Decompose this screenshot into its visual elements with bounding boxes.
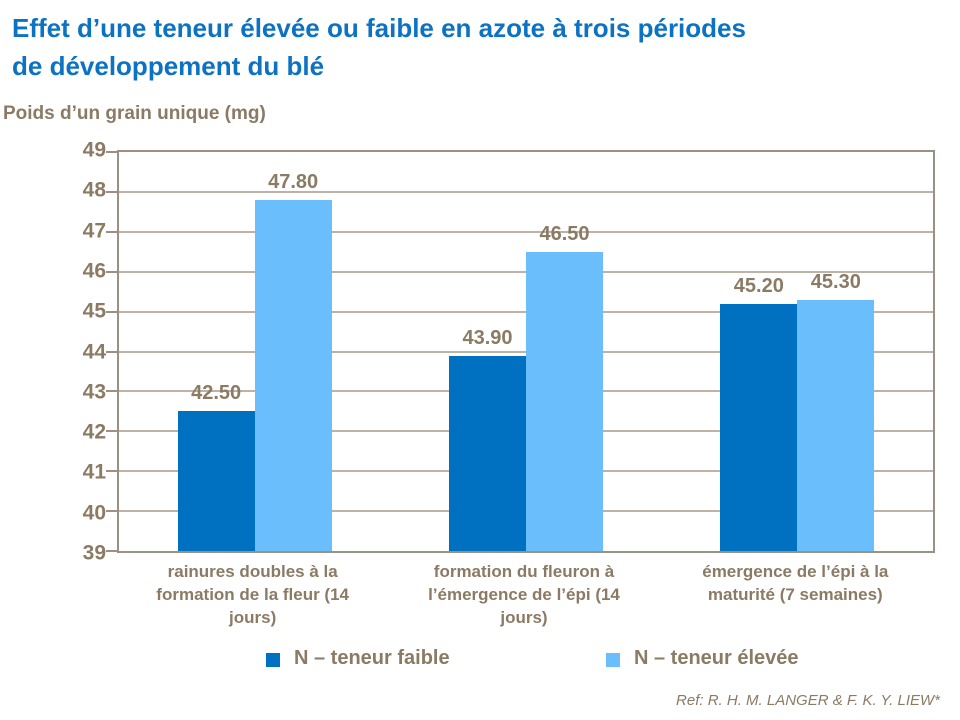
bar-value-label: 46.50	[539, 222, 590, 245]
legend-label-teneur-elevee: N – teneur élevée	[634, 647, 799, 669]
bar-value-label: 42.50	[191, 382, 242, 405]
legend-item-teneur-faible: N – teneur faible	[266, 647, 450, 670]
y-tick-39	[106, 550, 117, 552]
bar-group-3: 45.20 45.30	[662, 152, 933, 551]
bar-teneur-elevee-2: 46.50	[525, 223, 603, 551]
y-tick-label-47: 47	[82, 219, 106, 243]
legend-swatch-teneur-elevee-icon	[606, 653, 620, 667]
y-tick-41	[106, 470, 117, 473]
y-tick-46	[106, 270, 117, 273]
y-tick-42	[106, 430, 117, 433]
y-tick-label-49: 49	[82, 138, 106, 162]
plot-area: 42.50 47.80 43.90 46.50 45.20 45.30	[106, 150, 935, 553]
y-tick-label-45: 45	[82, 299, 106, 323]
y-tick-label-40: 40	[82, 501, 106, 525]
chart-title-line-1: Effet d’une teneur élevée ou faible en a…	[12, 13, 746, 43]
bar-group-1: 42.50 47.80	[119, 152, 390, 551]
y-tick-43	[106, 390, 117, 393]
y-axis-title: Poids d’un grain unique (mg)	[3, 103, 266, 124]
y-tick-48	[106, 190, 117, 193]
y-tick-45	[106, 310, 117, 313]
bar-value-label: 45.30	[810, 270, 861, 293]
x-category-label-text: émergence de l’épi à la maturité (7 sema…	[702, 562, 889, 604]
bar-value-label: 45.20	[733, 274, 784, 297]
reference-text: Ref: R. H. M. LANGER & F. K. Y. LIEW*	[676, 692, 940, 709]
y-tick-44	[106, 350, 117, 353]
chart-title-line-2: de développement du blé	[12, 51, 325, 81]
y-tick-label-48: 48	[82, 178, 106, 202]
bar-teneur-faible-2: 43.90	[448, 327, 526, 551]
bar-group-2: 43.90 46.50	[390, 152, 661, 551]
x-category-label-3: émergence de l’épi à la maturité (7 sema…	[660, 560, 931, 606]
bar-teneur-elevee-3: 45.30	[797, 271, 875, 551]
gridline-47	[119, 230, 933, 233]
bar-value-label: 47.80	[268, 170, 319, 193]
legend: N – teneur faible N – teneur élevée	[0, 647, 960, 675]
legend-item-teneur-elevee: N – teneur élevée	[606, 647, 799, 670]
bar-value-label: 43.90	[462, 326, 513, 349]
x-category-label-text: rainures doubles à la formation de la fl…	[156, 562, 349, 627]
x-axis-category-labels: rainures doubles à la formation de la fl…	[117, 560, 931, 646]
y-tick-40	[106, 510, 117, 513]
y-tick-label-44: 44	[82, 340, 106, 363]
y-tick-label-42: 42	[82, 420, 106, 444]
y-tick-label-39: 39	[82, 541, 106, 565]
x-category-label-2: formation du fleuron à l’émergence de l’…	[388, 560, 659, 629]
legend-swatch-teneur-faible-icon	[266, 653, 280, 667]
y-tick-47	[106, 230, 117, 233]
y-tick-label-46: 46	[82, 259, 106, 283]
gridline-48	[119, 190, 933, 193]
x-category-label-1: rainures doubles à la formation de la fl…	[117, 560, 388, 629]
bar-teneur-elevee-1: 47.80	[254, 171, 332, 551]
y-tick-label-43: 43	[82, 380, 106, 404]
y-tick-label-41: 41	[82, 460, 106, 484]
y-tick-49	[106, 151, 117, 153]
legend-label-teneur-faible: N – teneur faible	[294, 647, 450, 669]
bar-teneur-faible-3: 45.20	[720, 275, 798, 551]
x-category-label-text: formation du fleuron à l’émergence de l’…	[428, 562, 620, 627]
chart-title: Effet d’une teneur élevée ou faible en a…	[12, 9, 942, 85]
bar-teneur-faible-1: 42.50	[177, 382, 255, 551]
y-axis-tick-labels: 39 40 41 42 43 44 45 46 47 48 49	[40, 140, 106, 564]
